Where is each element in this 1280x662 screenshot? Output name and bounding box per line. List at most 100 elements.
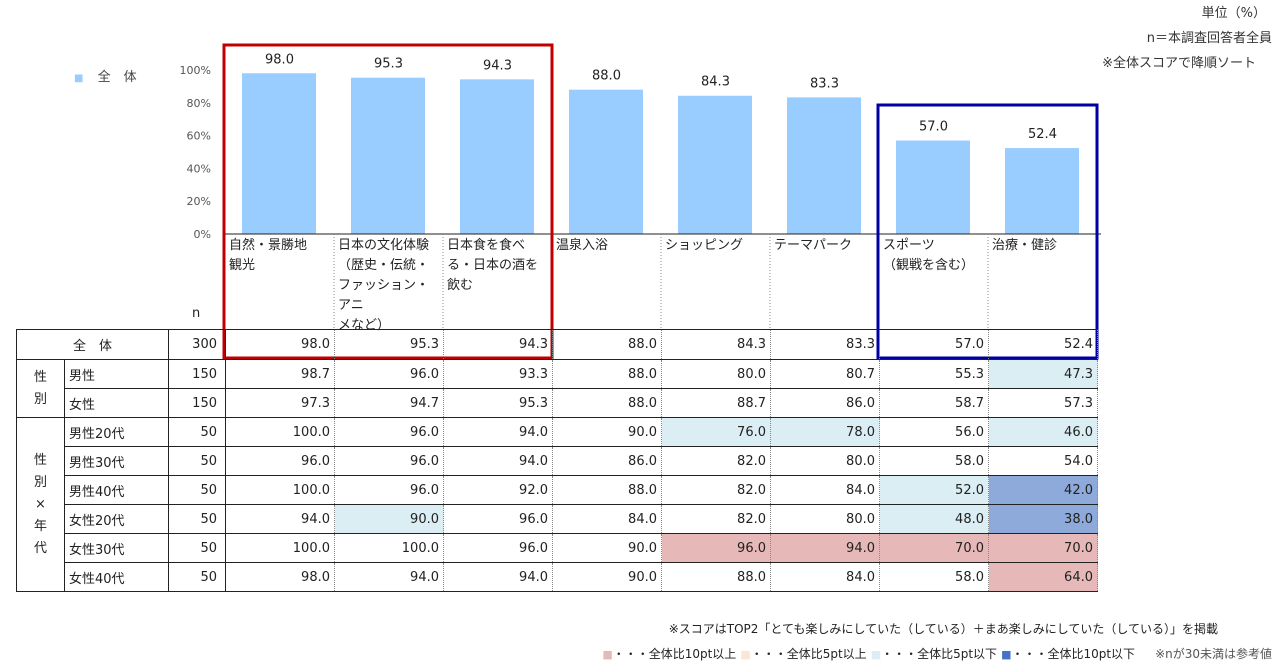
score-cell: 90.0 (552, 533, 662, 563)
table-row-total: 全 体 300 98.0 95.3 94.3 88.0 84.3 83.3 57.0 52.4 (16, 329, 1098, 360)
shade-legend-text: ・・・全体比10pt以上 (612, 647, 737, 661)
bar-value-label: 88.0 (592, 69, 621, 84)
table-row: 男性40代 50 100.0 96.0 92.0 88.0 82.0 84.0 52.0 42.0 (17, 475, 1098, 505)
gender-age-group-label: 性 別 × 年 代 (16, 417, 65, 592)
category-label: 自然・景勝地 観光 (229, 238, 308, 273)
score-cell: 82.0 (661, 446, 771, 476)
bar-value-label: 83.3 (810, 76, 839, 91)
shade-legend: ■・・・全体比10pt以上 ■・・・全体比5pt以上 ■・・・全体比5pt以下 ■・・… (602, 645, 1272, 662)
score-cell: 54.0 (988, 446, 1098, 476)
row-label: 男性30代 (64, 446, 169, 476)
score-cell: 55.3 (879, 359, 989, 389)
n-value: 50 (168, 446, 226, 476)
score-cell: 90.0 (334, 504, 444, 534)
score-cell: 94.0 (443, 417, 553, 447)
bar-value-label: 95.3 (374, 57, 403, 72)
score-cell: 94.7 (334, 388, 444, 418)
shade-legend-marker: ■ (1001, 648, 1012, 661)
table-row: 女性 150 97.3 94.7 95.3 88.0 88.7 86.0 58.7 57.3 (17, 388, 1098, 418)
score-note: ※スコアはTOP2「とても楽しみにしていた（している）＋まあ楽しみにしていた（し… (668, 622, 1218, 636)
score-cell: 88.0 (552, 388, 662, 418)
row-label: 女性30代 (64, 533, 169, 563)
score-cell: 64.0 (988, 562, 1098, 592)
score-cell: 80.0 (661, 359, 771, 389)
category-label: スポーツ （観戦を含む） (883, 238, 975, 273)
table-row: 性 別男性 150 98.7 96.0 93.3 88.0 80.0 80.7 55.3 47.3 (16, 359, 1098, 418)
score-cell: 46.0 (988, 417, 1098, 447)
n-value: 150 (168, 388, 226, 418)
score-cell: 48.0 (879, 504, 989, 534)
score-cell: 82.0 (661, 504, 771, 534)
score-cell: 78.0 (770, 417, 880, 447)
score-cell: 96.0 (443, 533, 553, 563)
shade-legend-text: ・・・全体比5pt以上 (750, 647, 867, 661)
score-cell: 97.3 (225, 388, 335, 418)
score-cell: 94.0 (334, 562, 444, 592)
score-cell: 58.0 (879, 562, 989, 592)
score-cell: 52.4 (988, 329, 1098, 360)
n-value: 50 (168, 533, 226, 563)
score-cell: 84.0 (770, 475, 880, 505)
score-cell: 88.7 (661, 388, 771, 418)
score-cell: 88.0 (552, 359, 662, 389)
score-cell: 70.0 (879, 533, 989, 563)
n-header: n (192, 306, 201, 321)
n-value: 50 (168, 475, 226, 505)
n-reference-note: ※nが30未満は参考値 (1155, 647, 1272, 661)
n-value: 50 (168, 504, 226, 534)
score-cell: 57.0 (879, 329, 989, 360)
table-row: 女性40代 50 98.0 94.0 94.0 90.0 88.0 84.0 58.0 64.0 (17, 562, 1098, 592)
score-cell: 83.3 (770, 329, 880, 360)
n-value: 50 (168, 417, 226, 447)
category-label: 治療・健診 (992, 238, 1058, 253)
bar (787, 97, 861, 234)
bar-value-label: 84.3 (701, 75, 730, 90)
bar (678, 95, 752, 234)
bar-value-label: 52.4 (1028, 127, 1057, 142)
row-label: 男性 (64, 359, 169, 389)
shade-legend-marker: ■ (870, 648, 882, 661)
unit-note: 単位（%） (1201, 6, 1266, 21)
score-cell: 84.0 (552, 504, 662, 534)
score-cell: 100.0 (225, 533, 335, 563)
bar (896, 140, 970, 234)
shade-legend-marker: ■ (740, 648, 751, 661)
table-row: 男性30代 50 96.0 96.0 94.0 86.0 82.0 80.0 58.0 54.0 (17, 446, 1098, 476)
score-cell: 100.0 (225, 417, 335, 447)
score-cell: 100.0 (334, 533, 444, 563)
category-label: 日本の文化体験 （歴史・伝統・ ファッション・アニ メなど） (338, 238, 430, 333)
row-label: 全 体 (16, 329, 169, 360)
score-cell: 96.0 (661, 533, 771, 563)
score-cell: 76.0 (661, 417, 771, 447)
score-cell: 58.0 (879, 446, 989, 476)
row-label: 女性20代 (64, 504, 169, 534)
score-cell: 58.7 (879, 388, 989, 418)
row-label: 女性40代 (64, 562, 169, 592)
score-cell: 93.3 (443, 359, 553, 389)
y-tick-label: 60% (187, 130, 211, 143)
score-cell: 38.0 (988, 504, 1098, 534)
shade-legend-marker: ■ (602, 648, 613, 661)
score-cell: 95.3 (443, 388, 553, 418)
n-value: 50 (168, 562, 226, 592)
score-cell: 94.0 (443, 562, 553, 592)
score-cell: 57.3 (988, 388, 1098, 418)
bar (569, 89, 643, 235)
score-cell: 70.0 (988, 533, 1098, 563)
legend-label: 全 体 (97, 70, 137, 85)
score-cell: 95.3 (334, 329, 444, 360)
y-tick-label: 0% (194, 228, 211, 241)
n-base-note: n＝本調査回答者全員 (1146, 31, 1272, 46)
bar (1005, 148, 1079, 234)
table-row: 性 別 × 年 代男性20代 50 100.0 96.0 94.0 90.0 76.0 78.… (16, 417, 1098, 592)
category-label: 温泉入浴 (556, 238, 609, 253)
row-label: 男性40代 (64, 475, 169, 505)
score-cell: 82.0 (661, 475, 771, 505)
score-cell: 94.0 (770, 533, 880, 563)
score-cell: 98.7 (225, 359, 335, 389)
score-cell: 96.0 (334, 475, 444, 505)
score-cell: 90.0 (552, 562, 662, 592)
shade-legend-text: ・・・全体比10pt以下 (1011, 647, 1136, 661)
gender-group-label: 性 別 (16, 359, 65, 418)
score-cell: 86.0 (770, 388, 880, 418)
